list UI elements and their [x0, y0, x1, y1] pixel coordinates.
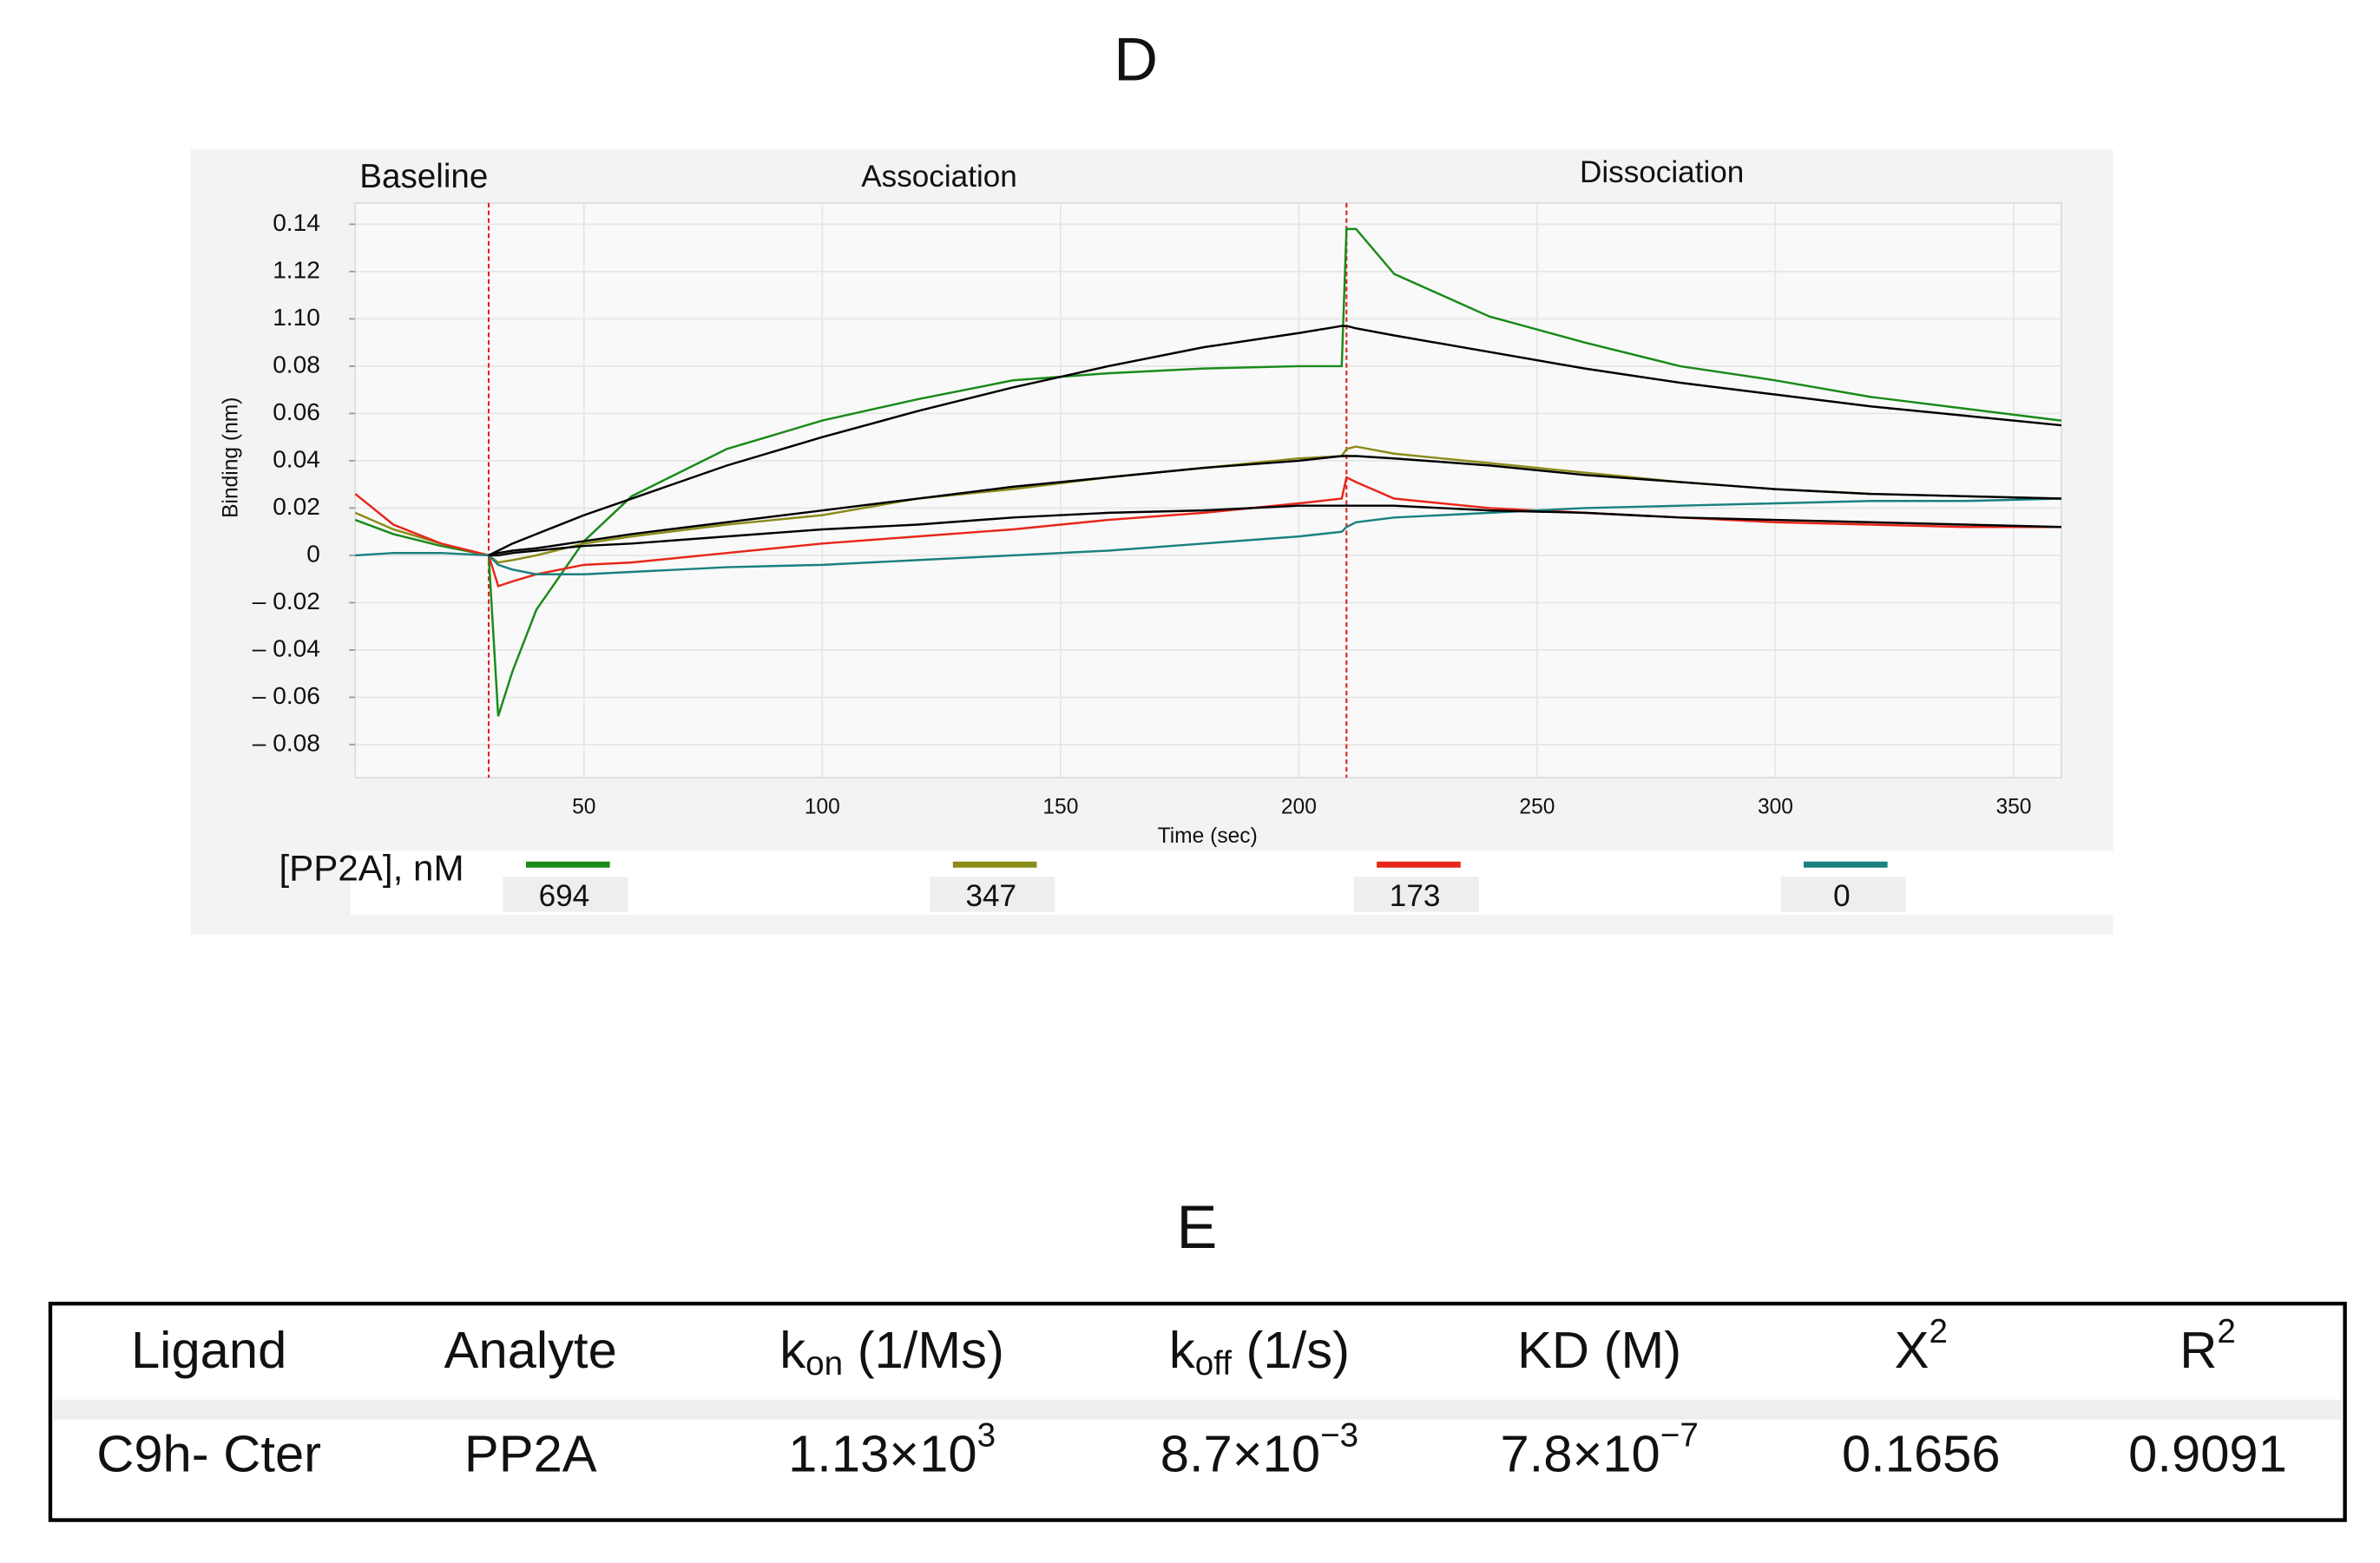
cell-text: PP2A	[464, 1424, 597, 1482]
table-cell: kon (1/Ms)	[779, 1321, 1004, 1382]
cell-subscript: on	[805, 1345, 843, 1382]
cell-text: 0.9091	[2128, 1424, 2287, 1482]
cell-text: k	[1169, 1321, 1195, 1379]
fit-line	[488, 325, 2061, 557]
y-tick-label: 0.02	[273, 493, 320, 520]
table-cell: C9h- Cter	[96, 1424, 321, 1482]
y-tick-label: – 0.06	[253, 682, 320, 709]
x-tick-label: 350	[1995, 796, 2031, 819]
legend-label: 173	[1390, 879, 1441, 913]
cell-text: 7.8×10	[1500, 1424, 1660, 1482]
cell-text: k	[779, 1321, 805, 1379]
cell-text: 1.13×10	[788, 1424, 977, 1482]
cell-text: (1/Ms)	[843, 1321, 1004, 1379]
table-cell: koff (1/s)	[1169, 1321, 1350, 1382]
panel-label: D	[1114, 25, 1158, 94]
legend-box	[1780, 877, 1906, 912]
data-line	[354, 227, 2062, 717]
cell-text: 0.1656	[1842, 1424, 2001, 1482]
table-cell: R2	[2179, 1313, 2236, 1378]
legend-box	[1353, 877, 1479, 912]
row-separator	[53, 1399, 2343, 1420]
cell-text: Analyte	[444, 1321, 617, 1379]
table-cell: X2	[1895, 1313, 1948, 1378]
plot-area	[354, 202, 2062, 778]
x-tick-label: 100	[805, 796, 840, 819]
cell-text: C9h- Cter	[96, 1424, 321, 1482]
legend-label: 694	[539, 879, 590, 913]
panel-label: E	[1176, 1192, 1217, 1261]
y-tick-label: 0.06	[273, 398, 320, 425]
x-tick-label: 50	[572, 796, 595, 819]
x-tick-label: 200	[1281, 796, 1317, 819]
fit-line	[489, 504, 2061, 557]
y-tick-label: 1.10	[273, 304, 320, 331]
cell-text: (1/s)	[1232, 1321, 1350, 1379]
table-cell: Analyte	[444, 1321, 617, 1379]
cell-subscript: off	[1195, 1345, 1233, 1382]
legend-box	[503, 877, 628, 912]
y-tick-label: 0.08	[273, 351, 320, 378]
x-axis-label: Time (sec)	[1158, 824, 1258, 848]
cell-superscript: 3	[977, 1417, 996, 1455]
table-cell: 8.7×10−3	[1160, 1417, 1358, 1482]
table-cell: 0.9091	[2128, 1424, 2287, 1482]
phase-label: Association	[861, 160, 1017, 194]
y-tick-label: – 0.02	[253, 588, 320, 614]
legend-label: 347	[965, 879, 1016, 913]
cell-text: R	[2179, 1321, 2217, 1379]
cell-superscript: −3	[1320, 1417, 1358, 1455]
cell-superscript: −7	[1660, 1417, 1699, 1455]
legend-box	[930, 877, 1055, 912]
fit-line	[488, 455, 2061, 557]
cell-superscript: 2	[2217, 1313, 2235, 1350]
table-cell: PP2A	[464, 1424, 597, 1482]
y-tick-label: 0	[306, 540, 320, 567]
y-tick-label: 0.04	[273, 445, 320, 472]
x-tick-label: 300	[1758, 796, 1793, 819]
phase-label: Dissociation	[1580, 155, 1744, 189]
cell-text: Ligand	[131, 1321, 286, 1379]
y-tick-label: – 0.08	[253, 729, 320, 756]
y-tick-label: 0.14	[273, 209, 320, 236]
data-line	[355, 497, 2061, 575]
legend-title: [PP2A], nM	[279, 847, 464, 888]
x-tick-label: 150	[1042, 796, 1078, 819]
cell-text: 8.7×10	[1160, 1424, 1320, 1482]
phase-label: Baseline	[359, 158, 488, 195]
cell-superscript: 2	[1929, 1313, 1947, 1350]
legend-label: 0	[1833, 879, 1851, 913]
y-axis-label: Binding (nm)	[219, 397, 242, 518]
table-cell: 0.1656	[1842, 1424, 2001, 1482]
y-tick-label: – 0.04	[253, 634, 320, 661]
cell-text: X	[1895, 1321, 1930, 1379]
table-cell: 7.8×10−7	[1500, 1417, 1698, 1482]
y-tick-label: 1.12	[273, 256, 320, 283]
cell-text: KD (M)	[1517, 1321, 1681, 1379]
table-cell: Ligand	[131, 1321, 286, 1379]
x-tick-label: 250	[1519, 796, 1555, 819]
table-cell: KD (M)	[1517, 1321, 1681, 1379]
table-cell: 1.13×103	[788, 1417, 996, 1482]
